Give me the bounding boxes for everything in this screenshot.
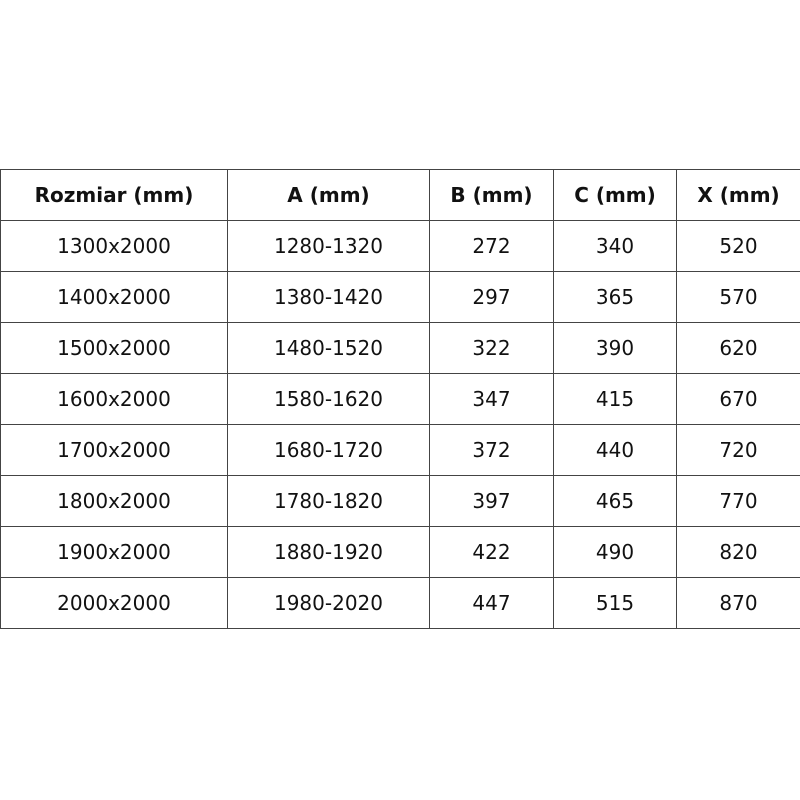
table-cell: 322 [429,322,554,374]
table-cell: 720 [676,424,800,476]
table-row: 1600x2000 1580-1620 347 415 670 [0,373,800,425]
table-cell: 1480-1520 [227,322,430,374]
dimensions-table: Rozmiar (mm) A (mm) B (mm) C (mm) X (mm) 130… [0,169,800,629]
table-cell: 1800x2000 [0,475,228,527]
table-cell: 397 [429,475,554,527]
table-cell: 620 [676,322,800,374]
table-cell: 1880-1920 [227,526,430,578]
table-cell: 297 [429,271,554,323]
table-cell: 1400x2000 [0,271,228,323]
table-cell: 1380-1420 [227,271,430,323]
table-row: 1700x2000 1680-1720 372 440 720 [0,424,800,476]
table-row: 2000x2000 1980-2020 447 515 870 [0,577,800,629]
table-header-row: Rozmiar (mm) A (mm) B (mm) C (mm) X (mm) [0,169,800,221]
table-cell: 1280-1320 [227,220,430,272]
table-cell: 820 [676,526,800,578]
table-cell: 1600x2000 [0,373,228,425]
table-cell: 2000x2000 [0,577,228,629]
table-cell: 272 [429,220,554,272]
table-cell: 347 [429,373,554,425]
table-cell: 440 [553,424,677,476]
table-cell: 365 [553,271,677,323]
table-row: 1400x2000 1380-1420 297 365 570 [0,271,800,323]
table-cell: 447 [429,577,554,629]
table-cell: 1900x2000 [0,526,228,578]
table-cell: 870 [676,577,800,629]
table-row: 1800x2000 1780-1820 397 465 770 [0,475,800,527]
table-cell: 1780-1820 [227,475,430,527]
column-header: C (mm) [553,169,677,221]
table-cell: 422 [429,526,554,578]
table-cell: 390 [553,322,677,374]
table-cell: 520 [676,220,800,272]
column-header: X (mm) [676,169,800,221]
table-row: 1500x2000 1480-1520 322 390 620 [0,322,800,374]
table-cell: 372 [429,424,554,476]
table-cell: 670 [676,373,800,425]
table-cell: 490 [553,526,677,578]
column-header: Rozmiar (mm) [0,169,228,221]
table-cell: 465 [553,475,677,527]
table-cell: 1680-1720 [227,424,430,476]
table-cell: 515 [553,577,677,629]
table-cell: 415 [553,373,677,425]
table-cell: 1500x2000 [0,322,228,374]
table-row: 1900x2000 1880-1920 422 490 820 [0,526,800,578]
table-row: 1300x2000 1280-1320 272 340 520 [0,220,800,272]
table-cell: 1980-2020 [227,577,430,629]
column-header: A (mm) [227,169,430,221]
table-cell: 1580-1620 [227,373,430,425]
table-cell: 770 [676,475,800,527]
table-cell: 340 [553,220,677,272]
table-cell: 1700x2000 [0,424,228,476]
table-cell: 570 [676,271,800,323]
table-cell: 1300x2000 [0,220,228,272]
column-header: B (mm) [429,169,554,221]
